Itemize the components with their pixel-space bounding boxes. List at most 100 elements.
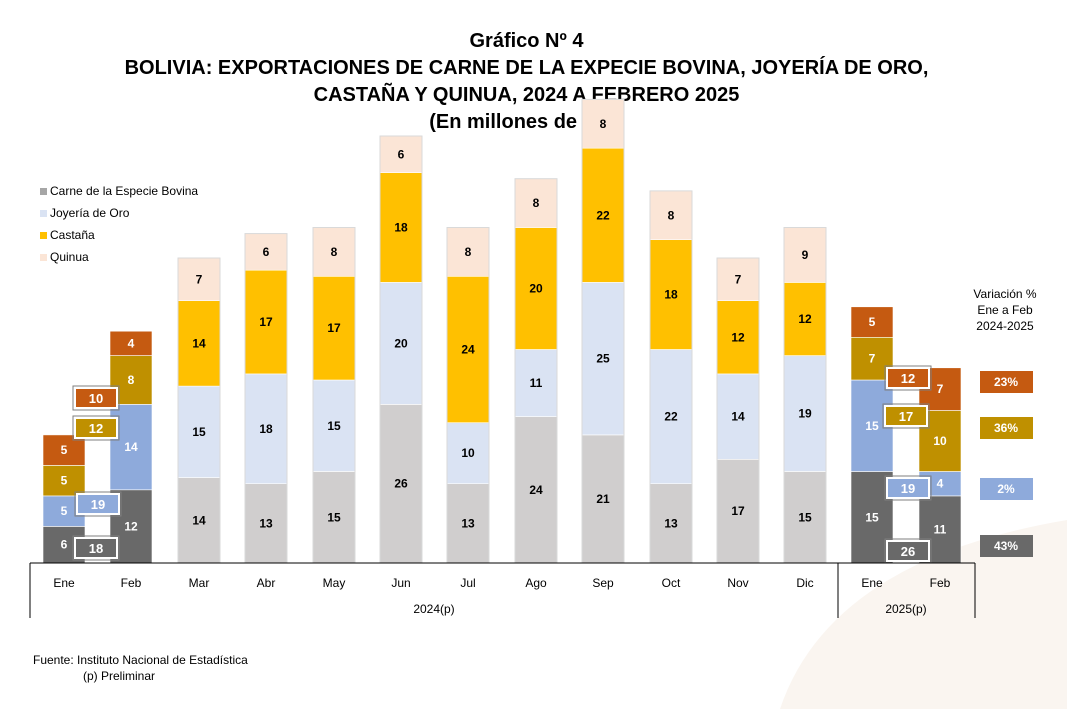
bar-label-abr-3-castana: 17 — [259, 315, 273, 329]
bar-label-jul-6-joyeria-de-oro: 10 — [461, 446, 475, 460]
bar-label-oct-9-joyeria-de-oro: 22 — [664, 410, 678, 424]
x-tick-label-ene-12: Ene — [861, 576, 883, 590]
callout-box-2025-castana — [884, 405, 928, 427]
callout-border-2024-carne-de-la-especie-bovina — [72, 535, 120, 561]
bar-label-abr-3-joyeria-de-oro: 18 — [259, 422, 273, 436]
bar-label-ene-12-castana: 7 — [869, 352, 876, 366]
callout-box-2024-quinua — [74, 387, 118, 409]
x-group-label-2024-p: 2024(p) — [413, 602, 454, 616]
callout-box-2024-joyeria-de-oro — [76, 493, 120, 515]
bar-oct-9-joyeria-de-oro — [649, 349, 693, 484]
variation-title-line-3: 2024-2025 — [976, 319, 1034, 333]
bar-label-dic-11-castana: 12 — [798, 312, 812, 326]
callout-border-2024-joyeria-de-oro — [74, 491, 122, 517]
chart-titles: Gráfico Nº 4 BOLIVIA: EXPORTACIONES DE C… — [0, 28, 1053, 136]
callout-box-2025-joyeria-de-oro — [886, 477, 930, 499]
callout-border-2025-joyeria-de-oro — [884, 475, 932, 501]
bar-label-nov-10-castana: 12 — [731, 330, 745, 344]
bar-label-mar-2-quinua: 7 — [196, 272, 203, 286]
bar-mar-2-carne-de-la-especie-bovina — [177, 477, 221, 564]
bar-label-ene-0-castana: 5 — [61, 474, 68, 488]
variation-title-line-1: Variación % — [973, 287, 1037, 301]
bar-label-dic-11-joyeria-de-oro: 19 — [798, 407, 812, 421]
bar-label-nov-10-carne-de-la-especie-bovina: 17 — [731, 504, 745, 518]
callout-value-2024-quinua: 10 — [89, 391, 103, 406]
bar-label-ene-12-joyeria-de-oro: 15 — [865, 419, 879, 433]
bar-label-sep-8-carne-de-la-especie-bovina: 21 — [596, 492, 610, 506]
x-tick-label-ene-0: Ene — [53, 576, 75, 590]
callout-border-2024-castana — [72, 415, 120, 441]
variation-value-carne-de-la-especie-bovina: 43% — [994, 539, 1018, 553]
callout-value-2024-castana: 12 — [89, 421, 103, 436]
source-note: Fuente: Instituto Nacional de Estadístic… — [33, 652, 248, 684]
bar-label-jul-6-castana: 24 — [461, 343, 475, 357]
x-tick-label-sep-8: Sep — [592, 576, 614, 590]
x-tick-label-abr-3: Abr — [257, 576, 276, 590]
bar-label-jun-5-joyeria-de-oro: 20 — [394, 336, 408, 350]
callout-box-2024-carne-de-la-especie-bovina — [74, 537, 118, 559]
bar-label-sep-8-castana: 22 — [596, 208, 610, 222]
bar-label-ago-7-quinua: 8 — [533, 196, 540, 210]
bar-label-may-4-carne-de-la-especie-bovina: 15 — [327, 510, 341, 524]
bar-label-ago-7-joyeria-de-oro: 11 — [530, 376, 543, 390]
callout-value-2025-joyeria-de-oro: 19 — [901, 481, 915, 496]
bar-mar-2-joyeria-de-oro — [177, 385, 221, 478]
bar-may-4-carne-de-la-especie-bovina — [312, 471, 356, 564]
bar-label-oct-9-castana: 18 — [664, 288, 678, 302]
x-tick-label-oct-9: Oct — [662, 576, 681, 590]
legend-swatch-joyeria — [40, 209, 47, 217]
bar-dic-11-castana — [783, 282, 827, 356]
bar-label-may-4-castana: 17 — [327, 321, 341, 335]
chart-unit: (En millones de $us) — [429, 111, 624, 133]
bar-ene-12-quinua — [850, 306, 894, 338]
bar-label-abr-3-quinua: 6 — [263, 245, 270, 259]
x-tick-label-ago-7: Ago — [525, 576, 547, 590]
variation-box-carne-de-la-especie-bovina — [980, 535, 1033, 557]
bar-label-oct-9-quinua: 8 — [668, 208, 675, 222]
bar-label-feb-13-quinua: 7 — [937, 382, 944, 396]
chart-subtitle-line-2: CASTAÑA Y QUINUA, 2024 A FEBRERO 2025 — [313, 84, 740, 106]
bar-may-4-castana — [312, 275, 356, 381]
bar-label-ago-7-carne-de-la-especie-bovina: 24 — [529, 483, 543, 497]
bar-dic-11-quinua — [783, 227, 827, 283]
bar-oct-9-castana — [649, 239, 693, 350]
callout-value-2024-carne-de-la-especie-bovina: 18 — [89, 541, 103, 556]
variation-title: Variación % Ene a Feb 2024-2025 — [962, 286, 1048, 334]
chart-subtitle-line-1: BOLIVIA: EXPORTACIONES DE CARNE DE LA EX… — [124, 57, 929, 79]
legend-label-castana: Castaña — [50, 228, 95, 242]
bar-jun-5-quinua — [379, 135, 423, 173]
x-tick-label-feb-13: Feb — [930, 576, 951, 590]
callout-value-2024-joyeria-de-oro: 19 — [91, 497, 105, 512]
x-group-label-2025-p: 2025(p) — [885, 602, 926, 616]
variation-title-line-2: Ene a Feb — [977, 303, 1033, 317]
bar-label-dic-11-quinua: 9 — [802, 248, 809, 262]
chart-title: Gráfico Nº 4 — [469, 30, 584, 52]
bar-label-feb-1-carne-de-la-especie-bovina: 12 — [124, 519, 138, 533]
callout-box-2025-quinua — [886, 367, 930, 389]
bar-label-ene-12-quinua: 5 — [869, 315, 876, 329]
legend-item-bovina: Carne de la Especie Bovina — [40, 180, 198, 202]
variation-box-joyeria-de-oro — [980, 478, 1033, 500]
legend-label-bovina: Carne de la Especie Bovina — [50, 184, 199, 198]
x-tick-label-nov-10: Nov — [727, 576, 748, 590]
bar-label-sep-8-quinua: 8 — [600, 117, 607, 131]
bar-ago-7-carne-de-la-especie-bovina — [514, 416, 558, 564]
bar-label-nov-10-quinua: 7 — [735, 272, 742, 286]
x-tick-label-feb-1: Feb — [121, 576, 142, 590]
x-tick-label-jun-5: Jun — [391, 576, 410, 590]
bar-nov-10-quinua — [716, 257, 760, 302]
bar-jun-5-carne-de-la-especie-bovina — [379, 404, 423, 564]
bar-label-feb-1-castana: 8 — [128, 373, 135, 387]
bar-sep-8-castana — [581, 147, 625, 283]
bar-label-oct-9-carne-de-la-especie-bovina: 13 — [664, 516, 678, 530]
preliminary-note: (p) Preliminar — [83, 669, 156, 683]
x-tick-label-dic-11: Dic — [796, 576, 813, 590]
bar-abr-3-castana — [244, 269, 288, 375]
bar-label-feb-13-castana: 10 — [933, 434, 947, 448]
callout-value-2025-castana: 17 — [899, 409, 913, 424]
legend-item-castana: Castaña — [40, 224, 198, 246]
bar-label-ene-12-carne-de-la-especie-bovina: 15 — [865, 510, 879, 524]
bar-nov-10-carne-de-la-especie-bovina — [716, 458, 760, 564]
